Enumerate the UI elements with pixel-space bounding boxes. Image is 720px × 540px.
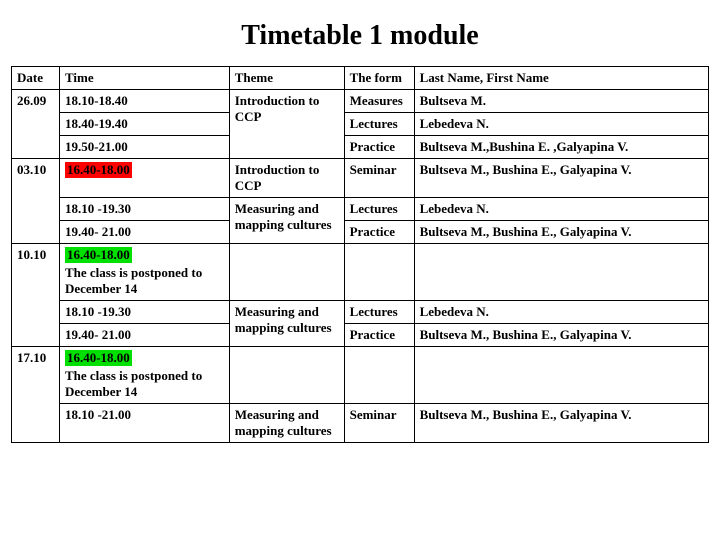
cell-time: 19.50-21.00: [59, 136, 229, 159]
cell-name: Bultseva M., Bushina E., Galyapina V.: [414, 159, 708, 198]
table-row: 18.40-19.40 LecturesLebedeva N.: [12, 113, 709, 136]
table-row: 26.0918.10-18.40Introduction to CCPMeasu…: [12, 90, 709, 113]
timetable: Date Time Theme The form Last Name, Firs…: [11, 66, 709, 443]
cell-theme: [229, 347, 344, 404]
cell-theme: Introduction to CCP: [229, 159, 344, 198]
cell-time: 16.40-18.00 The class is postponed to Dec…: [59, 244, 229, 301]
cell-name: Bultseva M.: [414, 90, 708, 113]
cell-name: Lebedeva N.: [414, 113, 708, 136]
cell-form: Practice: [344, 324, 414, 347]
col-theme: Theme: [229, 67, 344, 90]
cell-theme: Introduction to CCP: [229, 90, 344, 159]
cell-name: Bultseva M., Bushina E., Galyapina V.: [414, 221, 708, 244]
table-row: 18.10 -21.00Measuring and mapping cultur…: [12, 404, 709, 443]
cell-name: Bultseva M., Bushina E., Galyapina V.: [414, 324, 708, 347]
cell-time: 19.40- 21.00: [59, 221, 229, 244]
cell-date: 26.09: [12, 90, 60, 159]
table-row: 18.10 -19.30Measuring and mapping cultur…: [12, 198, 709, 221]
time-note: The class is postponed to December 14: [65, 368, 224, 400]
table-row: 17.1016.40-18.00The class is postponed t…: [12, 347, 709, 404]
table-header-row: Date Time Theme The form Last Name, Firs…: [12, 67, 709, 90]
cell-time: 19.40- 21.00: [59, 324, 229, 347]
cell-theme: Measuring and mapping cultures: [229, 301, 344, 347]
cell-form: [344, 244, 414, 301]
cell-time: 18.40-19.40: [59, 113, 229, 136]
cell-form: Lectures: [344, 301, 414, 324]
cell-time: 18.10 -19.30: [59, 301, 229, 324]
cell-time: 18.10 -21.00: [59, 404, 229, 443]
cell-form: Lectures: [344, 198, 414, 221]
cell-form: [344, 347, 414, 404]
cell-theme: [229, 244, 344, 301]
cell-time: 18.10 -19.30: [59, 198, 229, 221]
time-note: The class is postponed to December 14: [65, 265, 224, 297]
cell-name: [414, 244, 708, 301]
col-date: Date: [12, 67, 60, 90]
col-form: The form: [344, 67, 414, 90]
table-row: 03.1016.40-18.00Introduction to CCPSemin…: [12, 159, 709, 198]
table-row: 19.50-21.00 PracticeBultseva M.,Bushina E…: [12, 136, 709, 159]
cell-form: Seminar: [344, 404, 414, 443]
time-highlight: 16.40-18.00: [65, 350, 132, 366]
cell-date: 03.10: [12, 159, 60, 244]
cell-form: Measures: [344, 90, 414, 113]
cell-name: Bultseva M.,Bushina E. ,Galyapina V.: [414, 136, 708, 159]
col-name: Last Name, First Name: [414, 67, 708, 90]
cell-form: Lectures: [344, 113, 414, 136]
cell-time: 16.40-18.00 The class is postponed to Dec…: [59, 347, 229, 404]
page-title: Timetable 1 module: [10, 20, 710, 52]
table-row: 10.1016.40-18.00The class is postponed t…: [12, 244, 709, 301]
cell-name: Lebedeva N.: [414, 198, 708, 221]
cell-name: Bultseva M., Bushina E., Galyapina V.: [414, 404, 708, 443]
cell-name: [414, 347, 708, 404]
cell-form: Practice: [344, 221, 414, 244]
cell-name: Lebedeva N.: [414, 301, 708, 324]
time-highlight: 16.40-18.00: [65, 162, 132, 178]
table-row: 19.40- 21.00 PracticeBultseva M., Bushina…: [12, 324, 709, 347]
table-row: 19.40- 21.00 PracticeBultseva M., Bushina…: [12, 221, 709, 244]
cell-form: Seminar: [344, 159, 414, 198]
time-highlight: 16.40-18.00: [65, 247, 132, 263]
table-row: 18.10 -19.30Measuring and mapping cultur…: [12, 301, 709, 324]
cell-time: 18.10-18.40: [59, 90, 229, 113]
cell-theme: Measuring and mapping cultures: [229, 198, 344, 244]
col-time: Time: [59, 67, 229, 90]
cell-form: Practice: [344, 136, 414, 159]
cell-date: 10.10: [12, 244, 60, 347]
cell-date: 17.10: [12, 347, 60, 443]
cell-time: 16.40-18.00: [59, 159, 229, 198]
cell-theme: Measuring and mapping cultures: [229, 404, 344, 443]
